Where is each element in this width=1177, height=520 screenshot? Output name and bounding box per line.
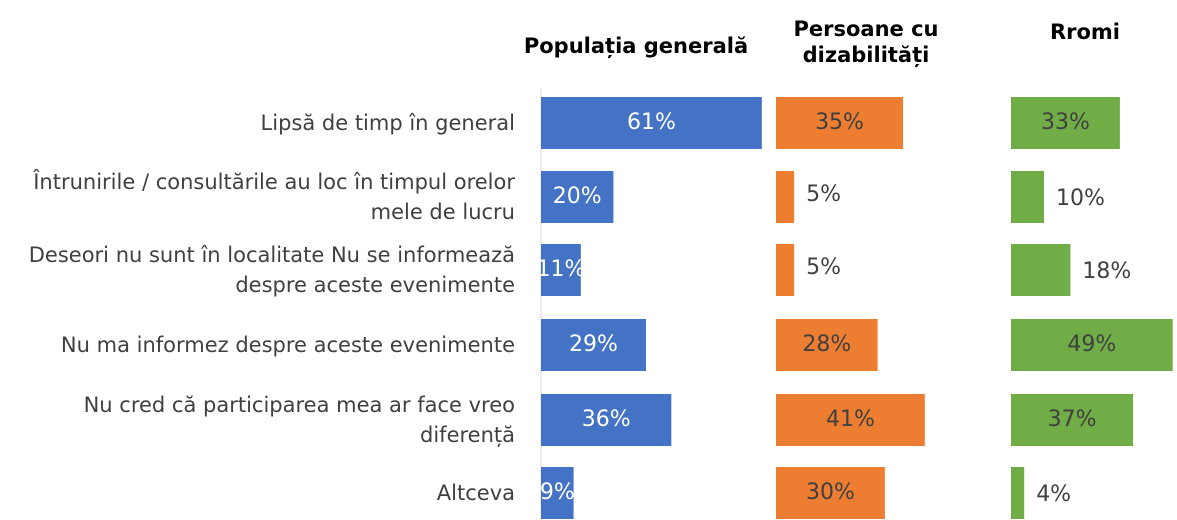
data-label: 37% xyxy=(1048,407,1097,432)
series-header: Persoane cu dizabilități xyxy=(793,17,939,67)
bar xyxy=(1011,97,1120,149)
bar xyxy=(776,244,795,296)
bar xyxy=(541,467,574,519)
data-label: 20% xyxy=(553,184,602,209)
data-label: 49% xyxy=(1067,332,1116,357)
bar xyxy=(776,97,904,149)
data-label: 11% xyxy=(536,257,585,282)
category-label: Altceva xyxy=(436,481,515,505)
category-label: Lipsă de timp în general xyxy=(260,111,515,135)
data-label: 4% xyxy=(1036,482,1071,507)
data-label: 35% xyxy=(815,110,864,135)
data-label: 41% xyxy=(826,407,875,432)
data-label: 28% xyxy=(802,332,851,357)
bar xyxy=(776,171,795,223)
bar xyxy=(1011,394,1134,446)
bar xyxy=(1011,244,1071,296)
bar xyxy=(776,467,885,519)
data-label: 5% xyxy=(806,255,841,280)
category-label: Întrunirile / consultările au loc în tim… xyxy=(33,170,515,224)
data-label: 18% xyxy=(1082,259,1131,284)
series-header: Rromi xyxy=(1049,20,1121,44)
bar xyxy=(1011,171,1044,223)
data-label: 30% xyxy=(806,480,855,505)
bar xyxy=(1011,467,1025,519)
bar xyxy=(1011,319,1173,371)
data-label: 29% xyxy=(569,332,618,357)
bar xyxy=(541,97,762,149)
category-label: Nu cred că participarea mea ar face vreo… xyxy=(83,393,515,447)
data-label: 61% xyxy=(627,110,676,135)
data-label: 36% xyxy=(582,407,631,432)
bar xyxy=(541,244,581,296)
bar xyxy=(776,319,878,371)
data-label: 5% xyxy=(806,182,841,207)
data-label: 33% xyxy=(1041,110,1090,135)
bar xyxy=(541,394,672,446)
category-label: Nu ma informez despre aceste evenimente xyxy=(60,333,515,357)
series-header: Populația generală xyxy=(523,34,749,58)
category-label: Deseori nu sunt în localitate Nu se info… xyxy=(28,243,515,297)
bar xyxy=(541,171,614,223)
bar xyxy=(541,319,646,371)
bar xyxy=(776,394,925,446)
data-label: 9% xyxy=(540,480,575,505)
data-label: 10% xyxy=(1056,186,1105,211)
